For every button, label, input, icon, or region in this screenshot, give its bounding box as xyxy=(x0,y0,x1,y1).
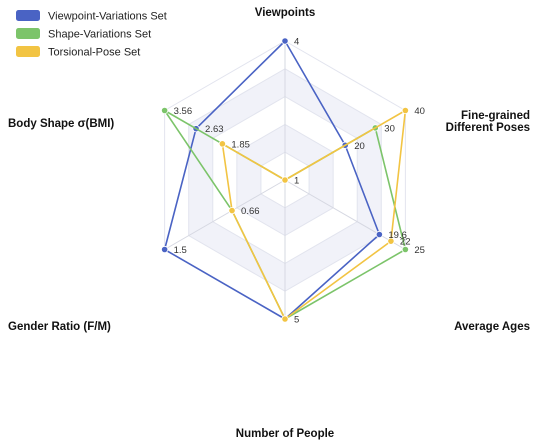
radar-axis-title: Body Shape σ(BMI) xyxy=(8,118,114,130)
radar-data-label: 4 xyxy=(294,37,299,48)
radar-axis-title-line: Different Poses xyxy=(446,122,530,134)
radar-point xyxy=(228,206,236,215)
radar-axis-spoke xyxy=(284,179,406,250)
legend-swatch xyxy=(16,28,40,39)
radar-data-label: 2.63 xyxy=(205,124,224,135)
legend-swatch xyxy=(16,10,40,21)
radar-point xyxy=(281,176,289,184)
radar-axis-title-line: Average Ages xyxy=(454,321,530,333)
radar-data-label: 40 xyxy=(414,106,425,117)
radar-axis-title: Number of People xyxy=(236,428,334,440)
radar-data-label: 19.6 xyxy=(388,230,407,241)
radar-data-label: 25 xyxy=(414,245,425,256)
radar-axis-title-line: Viewpoints xyxy=(255,7,316,19)
radar-axis-title: Average Ages xyxy=(454,321,530,333)
radar-point xyxy=(387,237,395,245)
radar-data-label: 3.56 xyxy=(174,106,193,117)
radar-axis-title: Viewpoints xyxy=(255,7,316,19)
radar-data-label: 1.5 xyxy=(174,245,187,256)
radar-point xyxy=(161,106,169,115)
radar-point xyxy=(375,230,383,239)
radar-axis-title-line: Body Shape σ(BMI) xyxy=(8,118,114,130)
radar-axis-titles: Viewpoints Fine-grained Different Poses Ave… xyxy=(8,7,530,440)
radar-data-label: 1.85 xyxy=(231,139,250,150)
radar-axis-title-line: Gender Ratio (F/M) xyxy=(8,321,111,333)
radar-point xyxy=(401,106,409,115)
legend: Viewpoint-Variations Set Shape-Variations… xyxy=(16,10,167,59)
legend-label: Shape-Variations Set xyxy=(48,29,151,41)
radar-data-label: 22 xyxy=(400,237,411,248)
radar-data-label: 0.66 xyxy=(241,206,259,217)
radar-series xyxy=(161,37,409,323)
radar-data-label: 30 xyxy=(384,123,395,134)
legend-swatch xyxy=(16,46,40,57)
radar-data-label: 1 xyxy=(294,176,299,187)
radar-point xyxy=(218,140,227,148)
radar-point xyxy=(281,315,289,323)
legend-label: Torsional-Pose Set xyxy=(48,47,140,59)
radar-value-labels: 4 20 19.6 5 1.5 2.63 1 30 25 0.66 3.56 40 22 1.85 xyxy=(174,37,425,326)
radar-axis-title: Gender Ratio (F/M) xyxy=(8,321,111,333)
radar-axis-spoke xyxy=(164,179,286,250)
radar-point xyxy=(401,245,409,254)
radar-point xyxy=(161,245,169,254)
radar-data-label: 20 xyxy=(354,141,365,152)
legend-label: Viewpoint-Variations Set xyxy=(48,11,167,23)
radar-axis-title-line: Fine-grained xyxy=(461,110,530,122)
radar-axis-title: Fine-grained Different Poses xyxy=(446,110,530,134)
radar-data-label: 5 xyxy=(294,315,299,326)
radar-point xyxy=(281,37,289,45)
radar-axis-title-line: Number of People xyxy=(236,428,334,440)
